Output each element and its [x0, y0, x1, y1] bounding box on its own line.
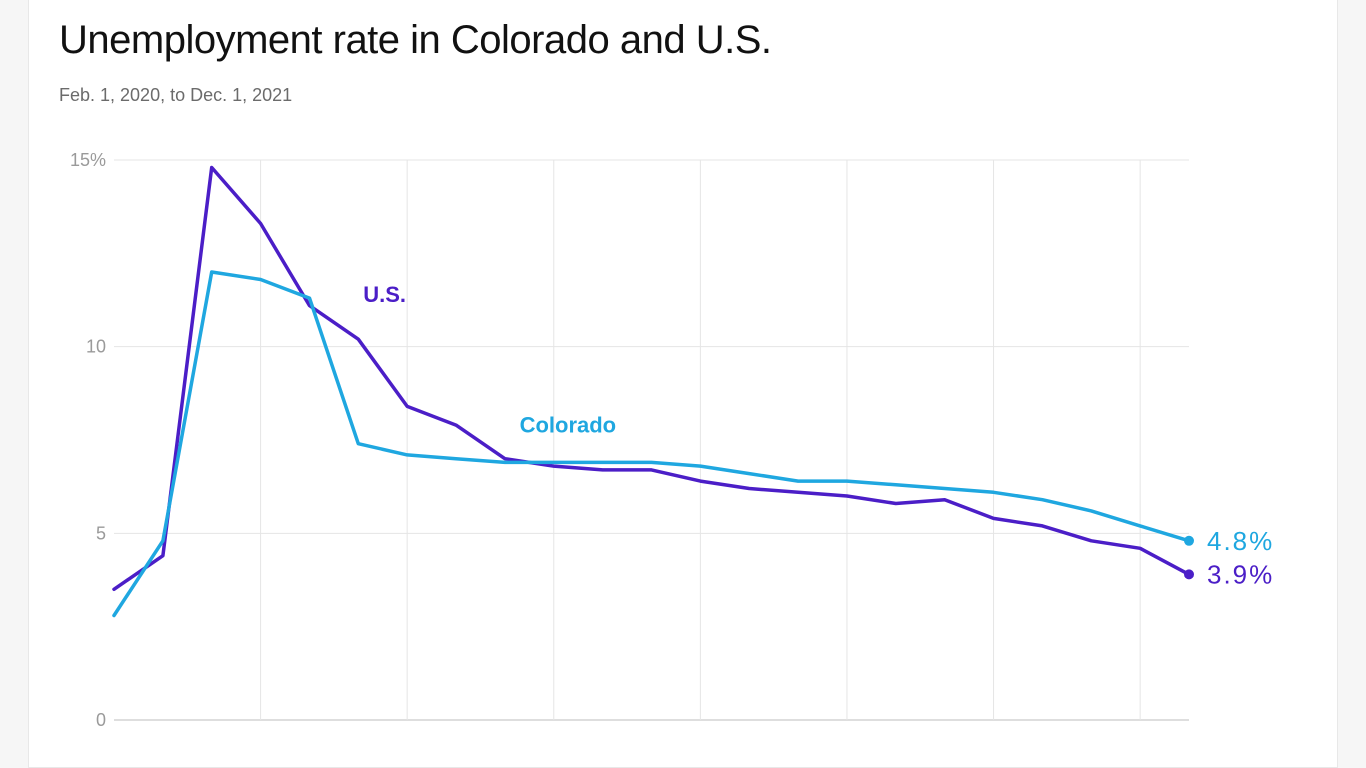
chart-subtitle: Feb. 1, 2020, to Dec. 1, 2021 [59, 85, 1307, 106]
series-label-us: U.S. [363, 282, 406, 307]
end-label-us: 3.9% [1207, 559, 1274, 589]
chart-card: Unemployment rate in Colorado and U.S. F… [28, 0, 1338, 768]
end-label-colorado: 4.8% [1207, 526, 1274, 556]
ytick-label: 15% [70, 150, 106, 170]
series-label-colorado: Colorado [520, 413, 617, 438]
ytick-label: 0 [96, 710, 106, 730]
chart-title: Unemployment rate in Colorado and U.S. [59, 18, 1307, 63]
chart-area: 0 5 10 15% U.S. Colorado 3.9%4.8% [59, 130, 1307, 750]
ytick-label: 10 [86, 337, 106, 357]
series-line-colorado [114, 272, 1189, 616]
line-chart-svg: 0 5 10 15% U.S. Colorado 3.9%4.8% [59, 130, 1309, 750]
end-marker-colorado [1184, 536, 1194, 546]
series-line-us [114, 168, 1189, 590]
ytick-label: 5 [96, 523, 106, 543]
end-marker-us [1184, 569, 1194, 579]
